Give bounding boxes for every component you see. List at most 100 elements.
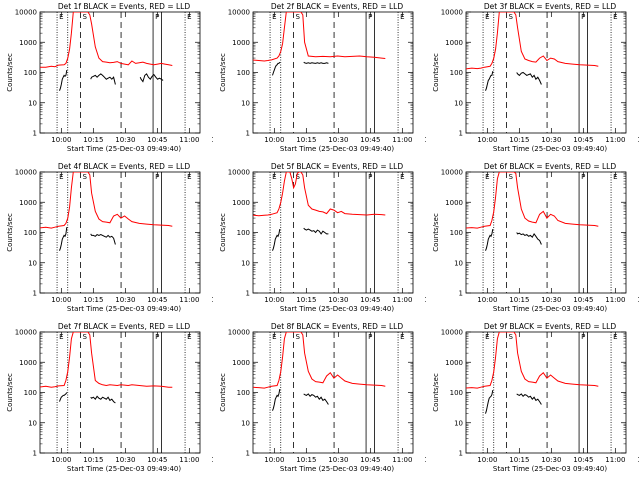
y-tick-label: 1000	[445, 359, 463, 367]
x-tick-label: 10:30	[115, 296, 135, 304]
series-group	[466, 12, 599, 91]
time-marker-label: E	[272, 173, 276, 181]
events-series-line	[272, 389, 281, 411]
series-group	[40, 172, 173, 251]
x-tick-label: 10:45	[360, 456, 380, 464]
y-tick-label: 10	[241, 419, 250, 427]
time-marker-label: E	[272, 13, 276, 21]
y-tick-label: 100	[450, 229, 463, 237]
time-marker-label: P	[155, 13, 159, 21]
x-tick-label: 10:15	[83, 136, 103, 144]
x-tick-label: 10:00	[51, 456, 71, 464]
lld-series-line	[466, 12, 500, 70]
events-series-line	[59, 392, 68, 402]
y-tick-label: 100	[450, 69, 463, 77]
lld-series-line	[286, 172, 386, 216]
events-series-line	[485, 390, 494, 414]
plot-frame	[252, 11, 414, 134]
x-tick-label: 10:30	[328, 136, 348, 144]
plot-frame	[252, 171, 414, 294]
y-axis-label: Counts/sec	[219, 213, 227, 252]
x-axis-label: Start Time (25-Dec-03 09:49:40)	[67, 305, 181, 313]
y-tick-label: 1	[246, 450, 250, 458]
time-marker-label: P	[155, 173, 159, 181]
time-marker-label: E	[613, 173, 617, 181]
y-tick-label: 1	[33, 450, 37, 458]
plot-frame	[252, 331, 414, 454]
time-marker-label: S	[83, 173, 88, 181]
y-tick-label: 10	[454, 259, 463, 267]
x-tick-label: 10:45	[573, 296, 593, 304]
x-tick-label: 10:00	[51, 136, 71, 144]
x-tick-label: 10:00	[477, 456, 497, 464]
y-tick-label: 1000	[232, 199, 250, 207]
time-marker-label: E	[400, 13, 404, 21]
y-tick-label: 1	[459, 130, 463, 138]
series-group	[253, 332, 386, 411]
y-axis-label: Counts/sec	[219, 373, 227, 412]
events-series-line	[303, 393, 329, 405]
events-series-line	[90, 395, 116, 404]
x-tick-label: 11:00	[179, 296, 199, 304]
y-tick-label: 10000	[441, 329, 463, 337]
lld-series-line	[73, 12, 173, 66]
y-axis-label: Counts/sec	[432, 373, 440, 412]
time-marker-label: E	[187, 333, 191, 341]
time-marker-label: E	[400, 333, 404, 341]
y-tick-label: 10000	[441, 169, 463, 177]
y-tick-label: 1	[459, 290, 463, 298]
time-marker-label: E	[485, 13, 489, 21]
events-series-line	[90, 73, 116, 85]
lld-series-line	[73, 172, 173, 227]
time-marker-label: S	[83, 13, 88, 21]
time-marker-label: S	[509, 333, 514, 341]
detector-plot-7: Det 7f BLACK = Events, RED = LLD 1 10 100 10…	[6, 322, 213, 473]
time-marker-label: E	[59, 173, 63, 181]
events-series-line	[303, 61, 329, 64]
y-tick-label: 10	[241, 99, 250, 107]
plot-frame	[39, 171, 201, 294]
y-tick-label: 100	[450, 389, 463, 397]
events-series-line	[516, 232, 542, 245]
x-tick-label: 11:15	[637, 136, 639, 144]
y-tick-label: 1000	[19, 199, 37, 207]
lld-series-line	[499, 172, 599, 227]
y-tick-label: 10000	[15, 329, 37, 337]
y-axis-label: Counts/sec	[219, 53, 227, 92]
events-series-line	[485, 229, 494, 251]
x-axis-label: Start Time (25-Dec-03 09:49:40)	[280, 145, 394, 153]
y-tick-label: 1	[459, 450, 463, 458]
y-tick-label: 100	[237, 229, 250, 237]
x-axis-label: Start Time (25-Dec-03 09:49:40)	[280, 305, 394, 313]
y-axis-label: Counts/sec	[432, 213, 440, 252]
y-axis-label: Counts/sec	[432, 53, 440, 92]
x-axis-label: Start Time (25-Dec-03 09:49:40)	[493, 305, 607, 313]
y-tick-label: 1	[33, 290, 37, 298]
x-tick-label: 10:45	[147, 296, 167, 304]
detector-plot-1: Det 1f BLACK = Events, RED = LLD 1 10 100 10…	[6, 2, 213, 153]
x-tick-label: 10:15	[83, 296, 103, 304]
x-tick-label: 11:00	[392, 456, 412, 464]
series-group	[253, 12, 386, 76]
lld-series-line	[499, 12, 599, 67]
x-tick-label: 10:15	[509, 136, 529, 144]
x-tick-label: 11:15	[424, 136, 426, 144]
plot-title: Det 3f BLACK = Events, RED = LLD	[484, 2, 617, 11]
series-group	[466, 332, 599, 414]
x-tick-label: 10:30	[541, 136, 561, 144]
detector-plot-6: Det 6f BLACK = Events, RED = LLD 1 10 100 10…	[432, 162, 639, 313]
x-tick-label: 11:00	[179, 136, 199, 144]
time-marker-label: P	[368, 173, 372, 181]
plot-title: Det 4f BLACK = Events, RED = LLD	[58, 162, 191, 171]
y-tick-label: 10000	[228, 9, 250, 17]
plot-title: Det 5f BLACK = Events, RED = LLD	[271, 162, 404, 171]
time-marker-label: S	[83, 333, 88, 341]
time-marker-label: E	[59, 333, 63, 341]
y-tick-label: 10000	[228, 329, 250, 337]
time-marker-label: E	[187, 173, 191, 181]
y-tick-label: 10	[28, 259, 37, 267]
x-tick-label: 10:45	[573, 136, 593, 144]
detector-plot-9: Det 9f BLACK = Events, RED = LLD 1 10 100 10…	[432, 322, 639, 473]
y-tick-label: 10000	[228, 169, 250, 177]
